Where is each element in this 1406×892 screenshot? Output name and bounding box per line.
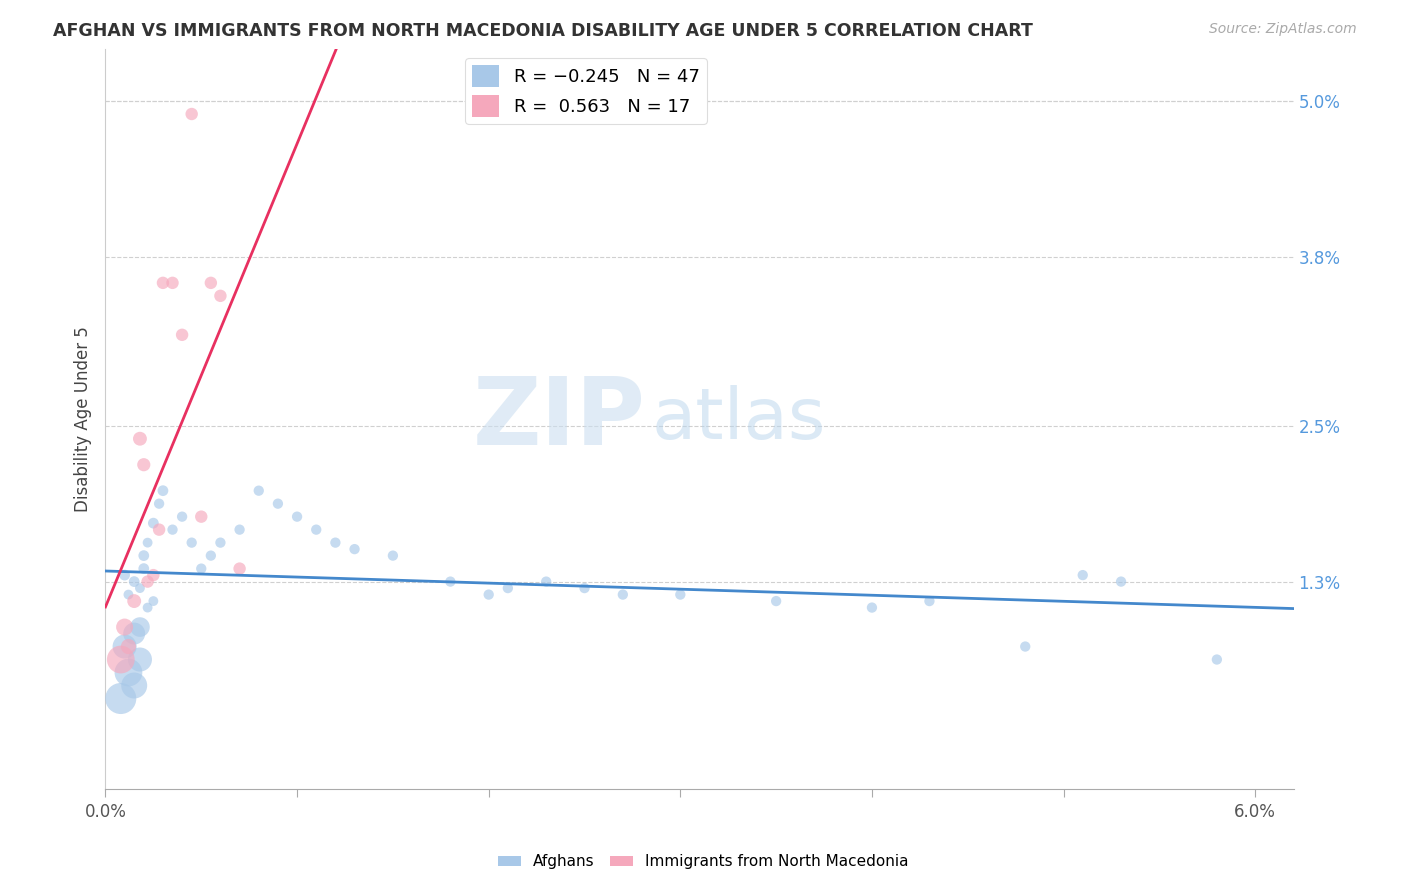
Point — [305, 523, 328, 537]
Point — [496, 581, 519, 595]
Point — [343, 542, 366, 557]
Point — [200, 549, 222, 563]
Text: ZIP: ZIP — [474, 373, 645, 466]
Point — [136, 600, 159, 615]
Point — [534, 574, 557, 589]
Point — [148, 523, 170, 537]
Point — [162, 523, 184, 537]
Point — [142, 568, 165, 582]
Point — [172, 509, 194, 524]
Point — [765, 594, 787, 608]
Text: atlas: atlas — [652, 384, 827, 454]
Point — [136, 574, 159, 589]
Point — [267, 497, 290, 511]
Point — [129, 652, 152, 666]
Point — [574, 581, 596, 595]
Point — [142, 594, 165, 608]
Point — [122, 574, 145, 589]
Point — [285, 509, 308, 524]
Point — [132, 561, 155, 575]
Point — [669, 588, 692, 602]
Point — [1071, 568, 1094, 582]
Point — [439, 574, 461, 589]
Point — [114, 568, 136, 582]
Point — [114, 620, 136, 634]
Point — [860, 600, 883, 615]
Point — [228, 523, 250, 537]
Point — [478, 588, 501, 602]
Point — [152, 276, 174, 290]
Point — [114, 640, 136, 654]
Point — [152, 483, 174, 498]
Point — [148, 497, 170, 511]
Point — [325, 535, 347, 549]
Point — [136, 535, 159, 549]
Point — [122, 626, 145, 640]
Point — [190, 561, 212, 575]
Point — [1205, 652, 1227, 666]
Text: Source: ZipAtlas.com: Source: ZipAtlas.com — [1209, 22, 1357, 37]
Point — [117, 665, 139, 680]
Point — [122, 594, 145, 608]
Point — [1014, 640, 1036, 654]
Point — [1109, 574, 1132, 589]
Point — [129, 581, 152, 595]
Point — [117, 640, 139, 654]
Point — [612, 588, 634, 602]
Legend: Afghans, Immigrants from North Macedonia: Afghans, Immigrants from North Macedonia — [492, 848, 914, 875]
Point — [180, 535, 202, 549]
Point — [129, 432, 152, 446]
Point — [172, 327, 194, 342]
Point — [132, 549, 155, 563]
Point — [117, 588, 139, 602]
Point — [190, 509, 212, 524]
Point — [228, 561, 250, 575]
Point — [209, 289, 232, 303]
Point — [381, 549, 404, 563]
Point — [110, 652, 132, 666]
Point — [132, 458, 155, 472]
Legend: R = −0.245   N = 47, R =  0.563   N = 17: R = −0.245 N = 47, R = 0.563 N = 17 — [465, 58, 707, 124]
Text: AFGHAN VS IMMIGRANTS FROM NORTH MACEDONIA DISABILITY AGE UNDER 5 CORRELATION CHA: AFGHAN VS IMMIGRANTS FROM NORTH MACEDONI… — [53, 22, 1033, 40]
Point — [110, 691, 132, 706]
Y-axis label: Disability Age Under 5: Disability Age Under 5 — [73, 326, 91, 512]
Point — [209, 535, 232, 549]
Point — [162, 276, 184, 290]
Point — [142, 516, 165, 530]
Point — [122, 679, 145, 693]
Point — [247, 483, 270, 498]
Point — [918, 594, 941, 608]
Point — [200, 276, 222, 290]
Point — [180, 107, 202, 121]
Point — [129, 620, 152, 634]
